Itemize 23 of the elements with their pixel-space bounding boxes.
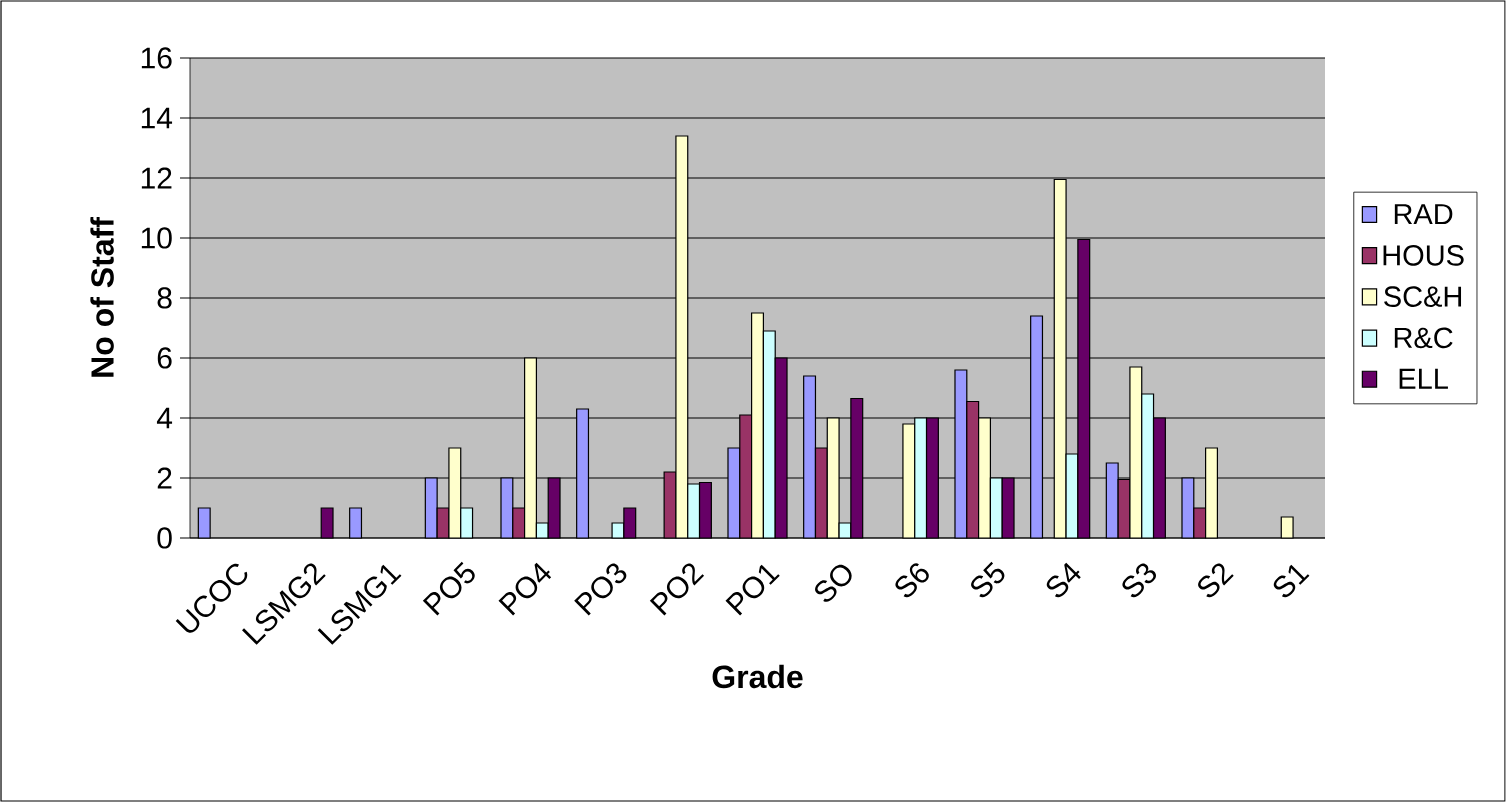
y-tick-label: 2 <box>157 467 172 489</box>
x-tick-label: S2 <box>1198 563 1234 598</box>
y-axis-title: No of Staff <box>90 217 114 377</box>
y-tick-label: 0 <box>157 527 172 549</box>
y-tick-label: 4 <box>156 407 173 429</box>
y-tick-label: 8 <box>157 287 172 309</box>
x-axis-title: Grade <box>712 664 803 689</box>
legend-label: RAD <box>1394 204 1453 225</box>
legend-label: R&C <box>1394 327 1453 349</box>
y-tick-label: 12 <box>141 167 172 189</box>
y-tick-label: 14 <box>141 107 173 129</box>
x-tick-label: S1 <box>1273 564 1310 598</box>
x-tick-label: S5 <box>971 561 1005 598</box>
x-tick-label: S6 <box>895 563 929 598</box>
x-tick-label: SO <box>815 564 852 602</box>
y-tick-label: 6 <box>157 347 172 369</box>
x-tick-label: S4 <box>1046 562 1081 598</box>
legend-label: ELL <box>1399 368 1448 389</box>
y-tick-label: 10 <box>141 227 172 249</box>
legend-label: SC&H <box>1384 286 1462 307</box>
x-tick-label: S3 <box>1122 563 1157 598</box>
legend-label: HOUS <box>1383 245 1464 266</box>
y-tick-label: 16 <box>141 47 172 69</box>
